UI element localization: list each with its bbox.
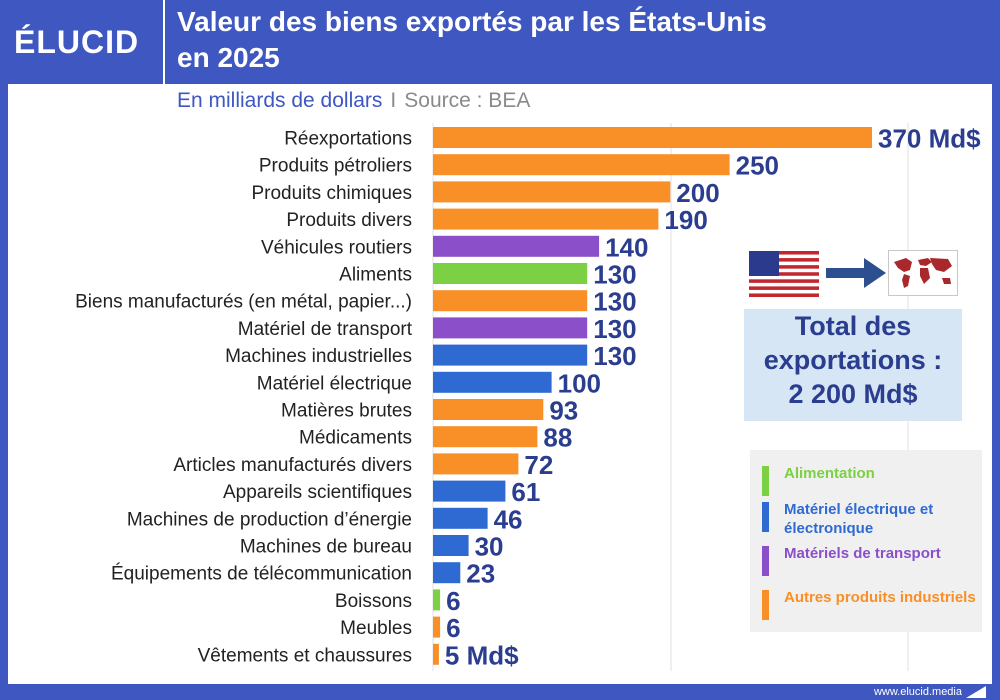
category-label: Matériel de transport [238,319,413,340]
category-label: Meubles [340,618,412,639]
category-label: Machines de bureau [240,537,412,558]
category-label: Vêtements et chaussures [198,645,412,666]
chart-subtitle: En milliards de dollars I Source : BEA [177,88,530,114]
legend-swatch [762,502,769,532]
bar [433,453,519,475]
world-map-icon [888,250,958,296]
legend-swatch [762,466,769,496]
category-label: Produits pétroliers [259,156,412,177]
bar [433,507,488,529]
category-label: Matières brutes [281,401,412,422]
category-label: Produits chimiques [251,183,412,204]
bar [433,616,441,638]
category-label: Biens manufacturés (en métal, papier...) [75,292,412,313]
value-label: 30 [475,532,504,562]
bar [433,371,552,393]
value-label: 46 [494,504,523,534]
total-line-2: exportations : [763,345,943,375]
value-label: 100 [558,368,601,398]
bar [433,399,544,420]
category-label: Aliments [339,265,412,286]
bar [433,235,600,257]
bar [433,344,588,366]
value-label: 72 [524,450,553,480]
header-divider [163,0,165,84]
category-label: Véhicules routiers [261,237,412,258]
category-label: Médicaments [299,428,412,449]
footer-url[interactable]: www.elucid.media [873,686,962,698]
bar [433,643,439,665]
total-value: 2 200 Md$ [788,379,918,409]
total-exports-box: Total des exportations : 2 200 Md$ [744,309,962,421]
category-label: Appareils scientifiques [223,482,412,503]
arrow-right-icon [826,258,886,288]
legend-label: Alimentation [784,465,875,482]
bar [433,426,538,448]
bar [433,208,659,230]
value-label: 5 Md$ [445,640,519,670]
chart-title-line-2: en 2025 [177,42,280,73]
value-label: 200 [676,178,719,208]
value-label: 130 [593,287,636,317]
elucid-logo: ÉLUCID [14,24,140,60]
category-label: Produits divers [286,210,412,231]
elucid-logo-mark-icon [966,686,986,698]
unit-label: En milliards de dollars [177,89,383,112]
chart-title: Valeur des biens exportés par les États-… [177,4,977,76]
value-label: 130 [593,314,636,344]
value-label: 6 [446,586,460,616]
value-label: 61 [511,477,540,507]
bar [433,127,872,148]
legend-label: Autres produits industriels [784,589,976,606]
category-label: Équipements de télécommunication [111,564,412,585]
bar [433,290,588,312]
bar [433,480,506,502]
category-label: Boissons [335,591,412,612]
bar [433,154,730,176]
category-label: Machines de production d’énergie [127,509,412,530]
value-label: 370 Md$ [878,124,981,154]
total-line-1: Total des [794,311,912,341]
header: ÉLUCID Valeur des biens exportés par les… [0,0,1000,84]
source-label: Source : BEA [404,89,531,112]
value-label: 6 [446,613,460,643]
bar [433,589,441,611]
category-label: Machines industrielles [225,346,412,367]
value-label: 130 [593,341,636,371]
value-label: 88 [543,423,572,453]
legend-swatch [762,546,769,576]
value-label: 140 [605,232,648,262]
value-label: 190 [664,205,707,235]
subtitle-separator: I [390,89,397,112]
legend-label: Matériel électrique et électronique [784,501,934,537]
value-label: 130 [593,260,636,290]
value-label: 93 [549,396,578,426]
legend-label: Matériels de transport [784,545,941,562]
bar [433,562,461,584]
chart-title-line-1: Valeur des biens exportés par les États-… [177,6,767,37]
value-label: 250 [736,151,779,181]
value-label: 23 [466,559,495,589]
bar [433,317,588,339]
bar [433,535,469,556]
value-labels-group: 370 Md$250200190140130130130130100938872… [445,124,981,671]
legend: Alimentation Matériel électrique et élec… [750,450,982,632]
legend-swatch [762,590,769,620]
category-label: Matériel électrique [257,373,412,394]
bar [433,263,588,284]
bars-group [433,127,872,665]
category-label: Réexportations [284,129,412,150]
category-labels-group: Réexportations Produits pétroliers Produit… [75,129,413,667]
us-flag-icon [749,251,819,297]
bar [433,181,671,203]
category-label: Articles manufacturés divers [173,455,412,476]
